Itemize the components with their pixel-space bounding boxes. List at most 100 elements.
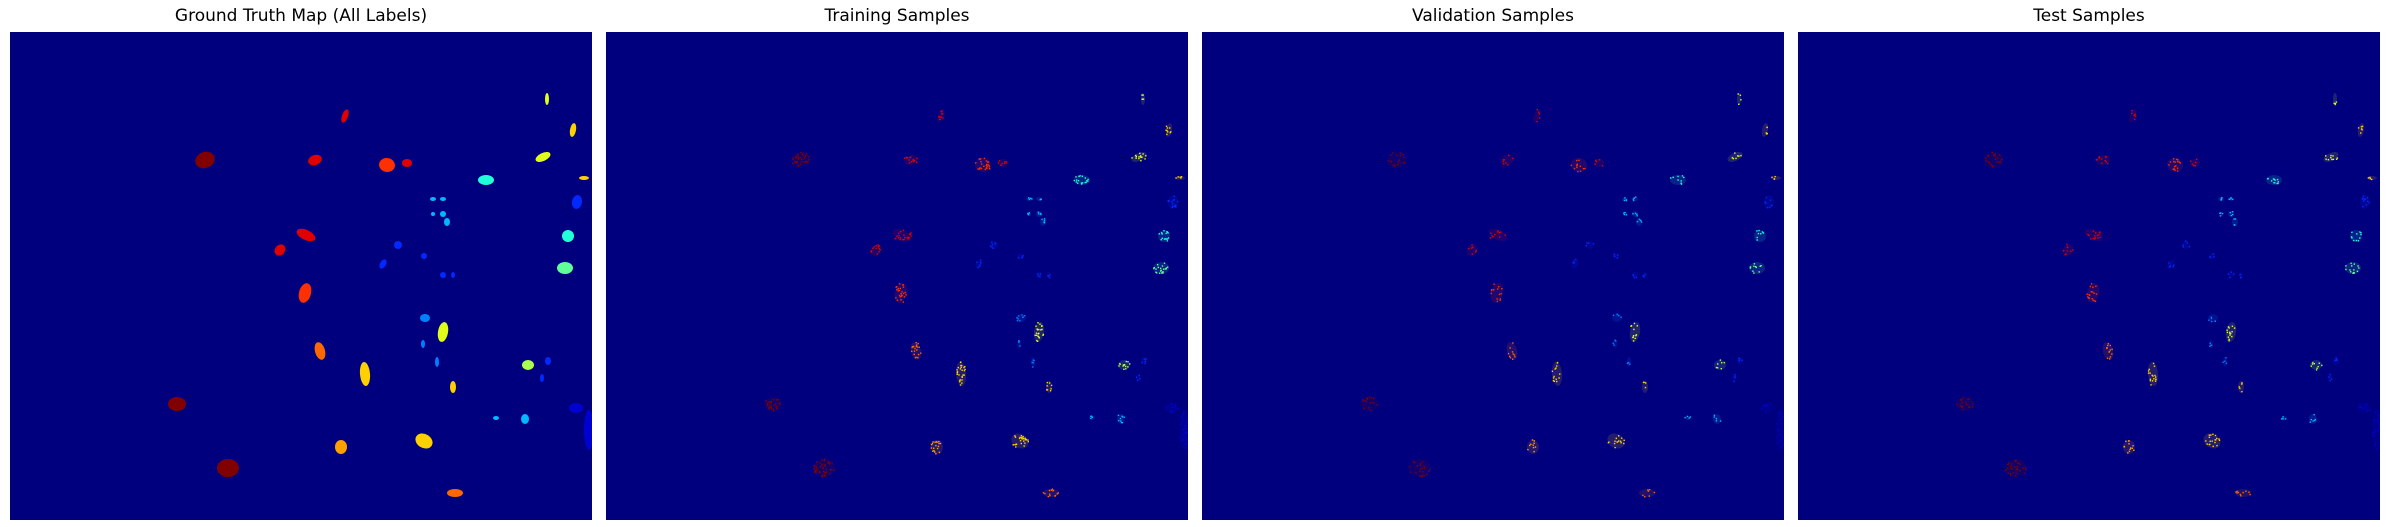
sample-pixel bbox=[1647, 490, 1649, 492]
sample-pixel bbox=[1021, 256, 1024, 258]
sample-pixel bbox=[904, 291, 906, 294]
sample-pixel bbox=[776, 405, 778, 408]
sample-pixel bbox=[770, 401, 772, 404]
sample-pixel bbox=[2277, 182, 2279, 185]
sample-pixel bbox=[983, 157, 986, 160]
sample-pixel bbox=[1503, 159, 1505, 161]
sample-pixel bbox=[1758, 229, 1760, 232]
sample-pixel bbox=[1363, 407, 1365, 410]
sample-pixel bbox=[2361, 129, 2363, 131]
sample-pixel bbox=[1512, 358, 1514, 360]
sample-pixel bbox=[2362, 195, 2365, 197]
sample-pixel bbox=[2019, 470, 2021, 472]
sample-pixel bbox=[803, 161, 805, 163]
sample-pixel bbox=[2150, 384, 2152, 386]
sample-pixel bbox=[1023, 315, 1026, 317]
sample-pixel bbox=[2379, 422, 2380, 424]
sample-pixel bbox=[1187, 432, 1188, 435]
sample-pixel bbox=[765, 400, 767, 402]
sample-pixel bbox=[2364, 198, 2367, 200]
sample-pixel bbox=[1129, 363, 1131, 365]
sample-pixel bbox=[1118, 419, 1120, 422]
sample-pixel bbox=[2222, 361, 2224, 363]
sample-pixel bbox=[803, 157, 805, 159]
sample-pixel bbox=[2127, 452, 2129, 454]
sample-pixel bbox=[1181, 415, 1183, 417]
sample-pixel bbox=[1961, 406, 1963, 408]
sample-pixel bbox=[1408, 466, 1411, 468]
sample-pixel bbox=[1143, 358, 1146, 360]
labelled-region bbox=[420, 314, 430, 322]
sample-pixel bbox=[2230, 271, 2232, 273]
sample-pixel bbox=[2209, 345, 2211, 347]
sample-pixel bbox=[816, 469, 818, 472]
sample-pixel bbox=[900, 293, 902, 295]
sample-pixel bbox=[1776, 436, 1778, 438]
region-footprint bbox=[2123, 440, 2135, 454]
sample-pixel bbox=[899, 287, 901, 290]
sample-pixel bbox=[1047, 275, 1050, 277]
sample-pixel bbox=[1713, 414, 1716, 416]
sample-pixel bbox=[1091, 416, 1093, 418]
sample-pixel bbox=[1426, 473, 1428, 476]
sample-pixel bbox=[1632, 213, 1634, 215]
labelled-region bbox=[274, 244, 286, 256]
sample-pixel bbox=[2369, 409, 2371, 411]
sample-pixel bbox=[912, 345, 914, 348]
sample-pixel bbox=[873, 246, 875, 248]
sample-pixel bbox=[914, 347, 916, 350]
sample-pixel bbox=[2233, 218, 2235, 220]
sample-pixel bbox=[1161, 237, 1163, 239]
sample-pixel bbox=[1961, 402, 1963, 404]
sample-pixel bbox=[918, 346, 920, 348]
sample-pixel bbox=[1765, 132, 1767, 134]
sample-pixel bbox=[1022, 437, 1025, 440]
sample-pixel bbox=[1037, 211, 1040, 213]
sample-pixel bbox=[875, 247, 877, 250]
sample-pixel bbox=[896, 299, 899, 301]
map-background bbox=[1202, 32, 1784, 520]
sample-pixel bbox=[1538, 111, 1540, 113]
sample-pixel bbox=[1971, 406, 1974, 408]
region-footprint bbox=[937, 109, 945, 123]
region-footprint bbox=[2005, 459, 2027, 477]
sample-pixel bbox=[2210, 344, 2213, 346]
sample-pixel bbox=[899, 296, 901, 298]
sample-pixel bbox=[941, 112, 943, 115]
sample-pixel bbox=[1612, 314, 1615, 316]
sample-pixel bbox=[1031, 198, 1033, 200]
sample-pixel bbox=[913, 353, 915, 356]
labelled-region bbox=[521, 414, 529, 424]
sample-pixel bbox=[2335, 101, 2338, 103]
sample-pixel bbox=[2007, 467, 2009, 469]
sample-pixel bbox=[1172, 203, 1174, 205]
sample-pixel bbox=[2231, 198, 2234, 201]
sample-pixel bbox=[2098, 233, 2100, 236]
sample-pixel bbox=[899, 238, 901, 241]
sample-pixel bbox=[904, 236, 906, 239]
sample-pixel bbox=[2238, 386, 2240, 388]
sample-pixel bbox=[1490, 292, 1492, 295]
sample-pixel bbox=[2350, 262, 2352, 265]
sample-pixel bbox=[1998, 161, 2000, 163]
sample-pixel bbox=[964, 368, 966, 371]
sample-pixel bbox=[1584, 167, 1586, 170]
sample-pixel bbox=[1185, 428, 1188, 431]
sample-pixel bbox=[808, 159, 810, 161]
sample-pixel bbox=[1965, 403, 1967, 405]
sample-pixel bbox=[1778, 415, 1780, 417]
region-footprint bbox=[1776, 410, 1784, 450]
sample-pixel bbox=[2363, 198, 2365, 201]
sample-pixel bbox=[804, 161, 807, 163]
sample-pixel bbox=[2095, 159, 2097, 161]
sample-pixel bbox=[1085, 181, 1087, 184]
sample-pixel bbox=[980, 167, 983, 170]
sample-pixel bbox=[2313, 414, 2315, 416]
sample-pixel bbox=[1369, 409, 1372, 411]
sample-pixel bbox=[2095, 285, 2097, 287]
sample-pixel bbox=[1635, 334, 1638, 336]
sample-pixel bbox=[1181, 417, 1184, 419]
sample-pixel bbox=[1187, 428, 1188, 430]
sample-pixel bbox=[961, 369, 963, 371]
sample-pixel bbox=[1185, 447, 1188, 449]
